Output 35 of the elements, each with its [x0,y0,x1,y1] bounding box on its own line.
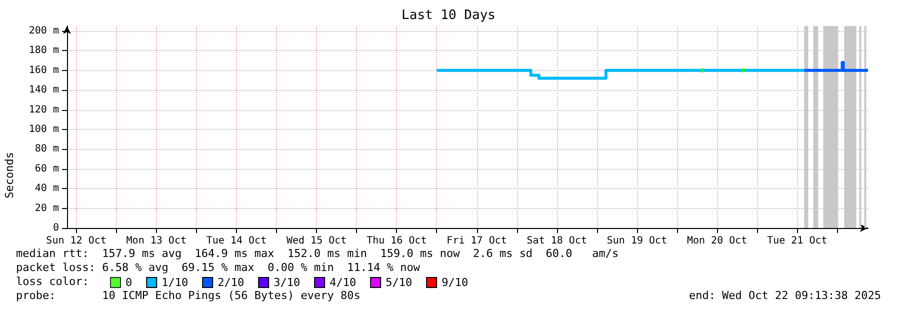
text: median rtt: 157.9 ms avg 164.9 ms max 152.0 ms min 159.0 ms now 2.6 ms sd 60.0 am/s [16,247,619,260]
y-tick-label: 80 m [34,144,59,155]
x-tick-label: Tue 21 Oct [767,236,828,246]
y-tick-label: 0 [52,222,59,234]
x-tick-label: Wed 15 Oct [286,236,347,246]
y-tick-label: 180 m [28,45,59,56]
y-tick-label: 200 m [28,25,59,36]
y-tick-label: 120 m [28,104,59,116]
text: packet loss: 6.58 % avg 69.15 % max 0.00 % min 11.14 % now [16,261,420,274]
x-tick-label: Thu 16 Oct [366,236,427,246]
chart-title: Last 10 Days [402,8,496,23]
legend-label: 5/10 [386,276,412,289]
legend-label: 0 [126,276,132,289]
x-tick-label: Tue 14 Oct [206,236,267,246]
legend-label: 4/10 [330,276,356,289]
x-tick-label: Sat 18 Oct [526,236,587,246]
x-tick-label: Sun 12 Oct [46,236,106,246]
y-axis-title: Seconds [3,152,16,198]
x-tick-label: Sun 19 Oct [606,236,668,246]
y-tick-label: 40 m [34,183,59,194]
legend-label: 9/10 [442,276,468,289]
y-tick-label: 100 m [28,124,59,135]
y-tick-label: 20 m [34,202,59,214]
x-tick-label: Mon 20 Oct [686,236,748,246]
y-tick-label: 60 m [34,163,59,174]
legend-title: loss color: [16,275,89,288]
x-tick-label: Fri 17 Oct [446,236,507,246]
text: probe: 10 ICMP Echo Pings (56 Bytes) every 80s [16,289,360,302]
text: end: Wed Oct 22 09:13:38 2025 [688,289,882,302]
x-tick-label: Mon 13 Oct [126,236,186,246]
legend-label: 1/10 [162,276,188,289]
y-tick-label: 160 m [28,64,59,76]
legend-label: 2/10 [218,276,244,289]
legend-label: 3/10 [274,276,300,289]
y-tick-label: 140 m [28,84,59,96]
